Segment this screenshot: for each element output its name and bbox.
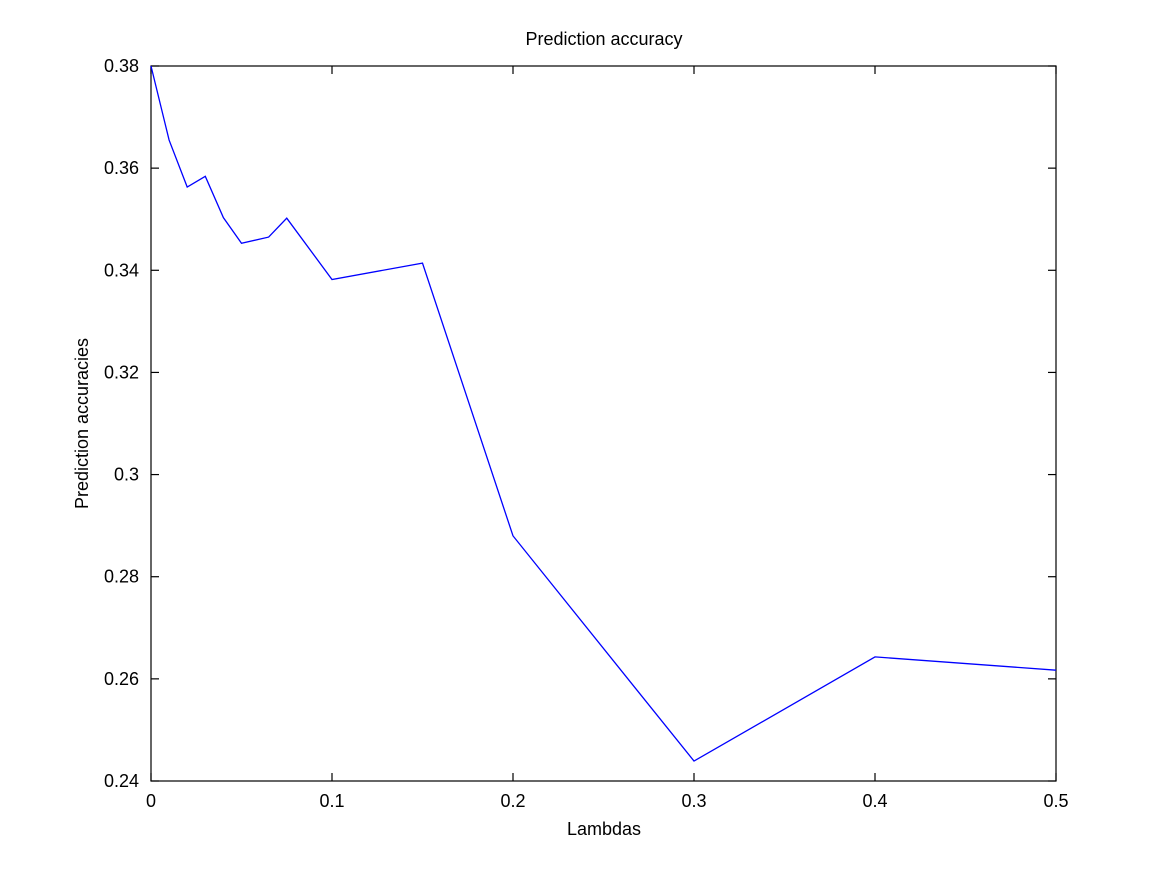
- x-tick-label: 0.1: [319, 791, 344, 811]
- x-tick-label: 0.3: [681, 791, 706, 811]
- y-tick-label: 0.24: [104, 771, 139, 791]
- y-tick-label: 0.34: [104, 260, 139, 280]
- x-tick-label: 0.4: [862, 791, 887, 811]
- chart-title: Prediction accuracy: [525, 29, 682, 49]
- axis-ticks: [150, 65, 1057, 782]
- axis-tick-labels: 0 0.1 0.2 0.3 0.4 0.5 0.24 0.26 0.28 0.3 0.32 0.34 0…: [104, 56, 1069, 811]
- plot-area-frame: [150, 65, 1057, 782]
- y-axis-label: Prediction accuracies: [72, 338, 92, 509]
- y-tick-label: 0.28: [104, 567, 139, 587]
- data-series: [150, 65, 1057, 762]
- x-axis-label: Lambdas: [567, 819, 641, 839]
- y-tick-label: 0.26: [104, 669, 139, 689]
- x-tick-label: 0.2: [500, 791, 525, 811]
- y-tick-label: 0.32: [104, 362, 139, 382]
- x-tick-label: 0: [146, 791, 156, 811]
- y-tick-label: 0.36: [104, 158, 139, 178]
- series-line: [150, 65, 1057, 762]
- x-tick-label: 0.5: [1043, 791, 1068, 811]
- y-tick-label: 0.3: [114, 465, 139, 485]
- y-tick-label: 0.38: [104, 56, 139, 76]
